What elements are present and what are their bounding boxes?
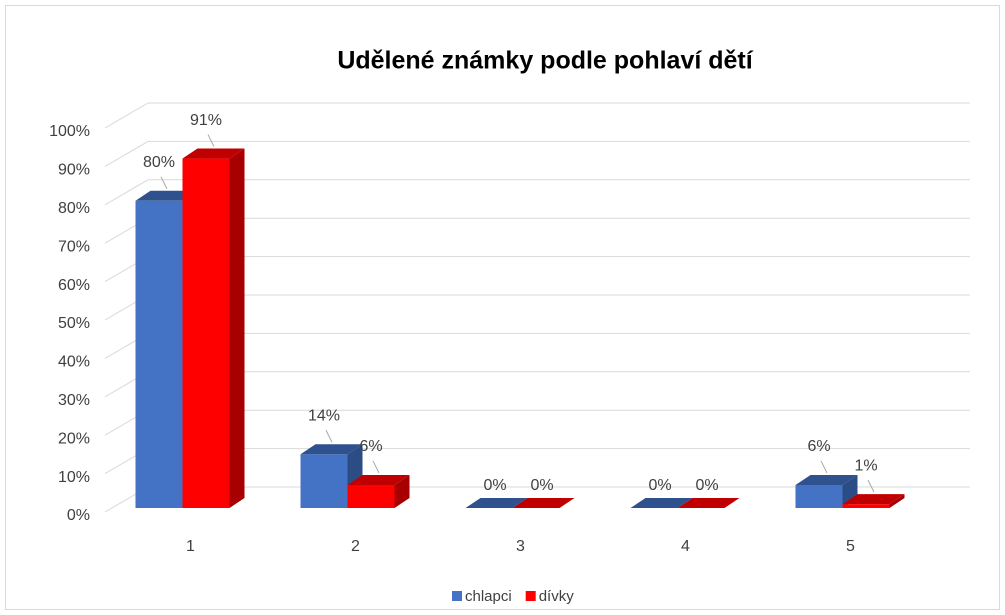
y-tick-label: 0% xyxy=(67,507,90,524)
y-tick-label: 10% xyxy=(58,469,90,486)
bar xyxy=(182,158,230,508)
bar-top xyxy=(135,190,198,201)
x-tick-label: 5 xyxy=(846,538,855,555)
bar-top xyxy=(677,498,740,508)
data-label: 1% xyxy=(854,457,877,474)
y-tick-label: 30% xyxy=(58,392,90,409)
bar-side xyxy=(889,494,905,508)
legend-label: dívky xyxy=(539,588,575,605)
legend-swatch xyxy=(452,591,462,601)
bar-top xyxy=(465,498,528,508)
bar-side xyxy=(394,474,410,508)
leader-line xyxy=(820,460,828,474)
y-tick-label: 60% xyxy=(58,277,90,294)
data-label: 14% xyxy=(308,407,340,424)
leader-line xyxy=(160,176,168,190)
bar xyxy=(135,200,183,509)
leader-line xyxy=(372,460,380,474)
leader-line xyxy=(325,430,333,443)
x-tick-label: 1 xyxy=(186,538,195,555)
bar-top xyxy=(842,494,905,505)
grid-line-side xyxy=(104,102,149,129)
bar xyxy=(300,454,348,508)
bar-top xyxy=(795,474,858,485)
y-tick-label: 70% xyxy=(58,238,90,255)
y-tick-label: 100% xyxy=(49,123,90,140)
leader-line xyxy=(207,134,215,147)
x-tick-label: 2 xyxy=(351,538,360,555)
legend-swatch xyxy=(525,591,536,601)
bar-top xyxy=(182,148,245,159)
grid-line-side xyxy=(104,179,149,206)
bar-top xyxy=(630,498,693,508)
y-tick-label: 90% xyxy=(58,162,90,179)
bar xyxy=(795,484,843,508)
data-label: 91% xyxy=(190,112,222,129)
data-label: 6% xyxy=(807,438,830,455)
y-tick-label: 80% xyxy=(58,200,90,217)
data-label: 0% xyxy=(695,477,718,494)
y-tick-label: 20% xyxy=(58,430,90,447)
data-label: 6% xyxy=(359,438,382,455)
leader-line xyxy=(867,479,875,493)
bar-top xyxy=(347,474,410,485)
grid-line-side xyxy=(104,140,149,167)
data-label: 0% xyxy=(648,477,671,494)
bar-top xyxy=(512,498,575,508)
bar-top xyxy=(300,444,363,455)
y-tick-label: 40% xyxy=(58,354,90,371)
bar xyxy=(842,504,890,508)
x-tick-label: 3 xyxy=(516,538,525,555)
bar-side xyxy=(229,148,245,508)
bar xyxy=(347,484,395,508)
data-label: 0% xyxy=(483,477,506,494)
chart-title: Udělené známky podle pohlaví dětí xyxy=(337,47,753,75)
x-tick-label: 4 xyxy=(681,538,690,555)
data-label: 80% xyxy=(143,154,175,171)
y-tick-label: 50% xyxy=(58,315,90,332)
data-label: 0% xyxy=(530,477,553,494)
legend-label: chlapci xyxy=(465,588,512,605)
